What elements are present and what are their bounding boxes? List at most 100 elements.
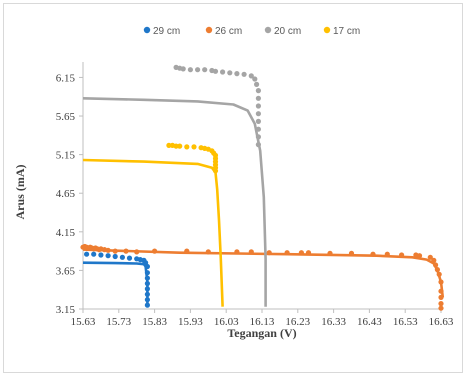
data-point-29-cm: [144, 263, 150, 270]
legend-marker-17-cm: [323, 26, 331, 34]
data-point-26-cm: [438, 294, 444, 300]
chart-svg: 29 cm 26 cm 20 cm 17 cm 15.63 15.73 15.83 15.9…: [13, 26, 454, 340]
data-point-29-cm: [84, 251, 90, 257]
data-point-26-cm: [416, 253, 423, 259]
data-point-26-cm: [433, 262, 439, 268]
series-26-cm: [80, 243, 445, 311]
data-point-26-cm: [112, 248, 118, 254]
data-point-20-cm: [241, 71, 247, 77]
y-tick-label: 4.15: [56, 227, 76, 239]
data-point-26-cm: [438, 301, 444, 307]
data-point-17-cm: [212, 168, 219, 174]
x-tick-label: 15.63: [71, 316, 96, 328]
series-line-20-cm: [82, 97, 267, 307]
data-point-20-cm: [255, 142, 261, 148]
series-line-29-cm: [82, 261, 149, 307]
data-point-26-cm: [248, 249, 254, 255]
series-17-cm: [82, 142, 224, 307]
plot-area: [80, 64, 445, 311]
data-point-26-cm: [438, 305, 444, 311]
data-point-29-cm: [91, 251, 97, 257]
data-point-20-cm: [255, 95, 261, 101]
data-point-20-cm: [212, 68, 219, 74]
x-tick-label: 15.93: [178, 316, 203, 328]
data-point-26-cm: [298, 250, 304, 256]
data-point-20-cm: [255, 126, 261, 132]
data-point-26-cm: [427, 254, 433, 260]
x-tick-label: 16.43: [357, 316, 382, 328]
data-point-26-cm: [434, 267, 440, 273]
legend-marker-20-cm: [264, 26, 272, 34]
data-point-26-cm: [305, 250, 312, 256]
data-point-26-cm: [438, 288, 444, 294]
x-tick-label: 16.53: [393, 316, 418, 328]
data-point-26-cm: [327, 250, 333, 256]
x-tick-label: 16.23: [285, 316, 310, 328]
data-point-26-cm: [266, 250, 272, 256]
data-point-29-cm: [144, 286, 150, 292]
x-tick-label: 16.33: [321, 316, 346, 328]
legend-label-20-cm: 20 cm: [274, 26, 301, 37]
data-point-26-cm: [384, 251, 390, 257]
data-point-29-cm: [144, 270, 150, 276]
series-line-17-cm: [82, 158, 224, 307]
data-point-20-cm: [234, 71, 240, 77]
data-point-17-cm: [184, 144, 190, 150]
data-point-20-cm: [180, 66, 186, 72]
y-tick-label: 3.15: [56, 304, 76, 316]
data-point-29-cm: [112, 253, 118, 260]
y-tick-label: 3.65: [56, 265, 76, 277]
data-point-17-cm: [191, 144, 197, 150]
data-point-20-cm: [255, 134, 261, 140]
data-point-29-cm: [144, 291, 150, 297]
axes: 15.63 15.73 15.83 15.93 16.03 16.13 16.23 16.33…: [56, 62, 454, 328]
legend: 29 cm 26 cm 20 cm 17 cm: [143, 26, 360, 37]
data-point-26-cm: [134, 249, 140, 255]
data-point-20-cm: [255, 118, 261, 124]
data-point-20-cm: [202, 67, 208, 73]
series-29-cm: [82, 251, 150, 308]
data-point-26-cm: [105, 247, 111, 253]
y-tick-label: 4.65: [56, 188, 76, 200]
data-point-29-cm: [98, 252, 104, 258]
legend-marker-29-cm: [143, 26, 151, 34]
legend-item-20-cm: 20 cm: [264, 26, 301, 37]
data-point-20-cm: [227, 70, 233, 76]
y-tick-label: 5.15: [56, 150, 76, 162]
legend-item-26-cm: 26 cm: [205, 26, 242, 37]
data-point-20-cm: [254, 81, 260, 87]
chart-frame: 29 cm 26 cm 20 cm 17 cm 15.63 15.73 15.83 15.9…: [3, 3, 463, 373]
data-point-26-cm: [284, 250, 290, 256]
y-axis-title: Arus (mA): [13, 165, 27, 220]
data-point-26-cm: [234, 249, 240, 255]
data-point-29-cm: [126, 255, 133, 261]
data-point-20-cm: [187, 67, 193, 73]
data-point-29-cm: [144, 280, 150, 287]
x-tick-label: 16.63: [429, 316, 454, 328]
data-point-26-cm: [152, 248, 158, 254]
data-point-20-cm: [255, 88, 261, 94]
legend-label-17-cm: 17 cm: [333, 26, 360, 37]
data-point-20-cm: [195, 67, 201, 73]
data-point-29-cm: [144, 302, 150, 308]
data-point-17-cm: [173, 143, 179, 149]
legend-label-29-cm: 29 cm: [153, 26, 180, 37]
x-tick-label: 15.73: [106, 316, 131, 328]
x-tick-label: 16.13: [250, 316, 275, 328]
legend-item-17-cm: 17 cm: [323, 26, 360, 37]
y-tick-label: 6.15: [56, 72, 76, 84]
data-point-26-cm: [348, 250, 355, 256]
data-point-26-cm: [370, 251, 376, 257]
data-point-29-cm: [105, 253, 111, 259]
data-point-17-cm: [177, 143, 183, 149]
legend-label-26-cm: 26 cm: [215, 26, 242, 37]
data-point-26-cm: [205, 249, 211, 255]
data-point-17-cm: [166, 142, 172, 148]
x-axis-title: Tegangan (V): [227, 326, 296, 340]
data-point-20-cm: [248, 73, 254, 79]
data-point-26-cm: [436, 271, 442, 277]
data-point-20-cm: [252, 76, 258, 82]
data-point-26-cm: [399, 252, 405, 258]
data-point-26-cm: [431, 257, 437, 263]
series-20-cm: [82, 64, 267, 307]
